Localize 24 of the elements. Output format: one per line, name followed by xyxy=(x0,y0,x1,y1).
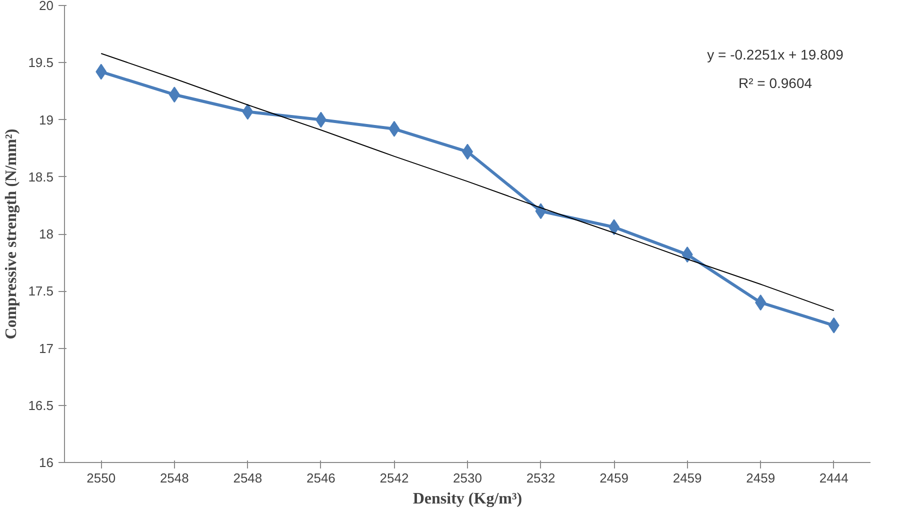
y-tick-label: 19 xyxy=(39,112,54,128)
x-tick-label: 2459 xyxy=(600,470,629,486)
x-axis-title: Density (Kg/m³) xyxy=(412,490,522,508)
y-tick-label: 18.5 xyxy=(28,169,54,184)
x-tick-label: 2548 xyxy=(233,470,262,486)
x-tick-label: 2542 xyxy=(380,470,409,486)
x-tick-label: 2548 xyxy=(160,470,189,486)
x-tick-label: 2459 xyxy=(672,470,702,486)
annotation: R² = 0.9604 xyxy=(738,75,812,92)
x-tick-label: 2444 xyxy=(819,470,848,486)
x-tick-label: 2530 xyxy=(453,470,482,486)
y-tick-label: 17.5 xyxy=(28,284,54,299)
y-tick-label: 17 xyxy=(39,340,54,356)
y-tick-label: 19.5 xyxy=(28,55,54,70)
y-tick-label: 16.5 xyxy=(28,398,54,413)
annotation: y = -0.2251x + 19.809 xyxy=(707,46,844,63)
y-tick-label: 18 xyxy=(39,226,54,242)
x-tick-label: 2550 xyxy=(86,470,116,486)
x-tick-label: 2459 xyxy=(746,470,776,486)
x-tick-label: 2546 xyxy=(306,470,336,486)
x-tick-label: 2532 xyxy=(526,470,556,486)
y-tick-label: 16 xyxy=(39,455,54,470)
y-axis-title: Compressive strength (N/mm²) xyxy=(3,128,20,340)
y-tick-label: 20 xyxy=(39,0,54,13)
